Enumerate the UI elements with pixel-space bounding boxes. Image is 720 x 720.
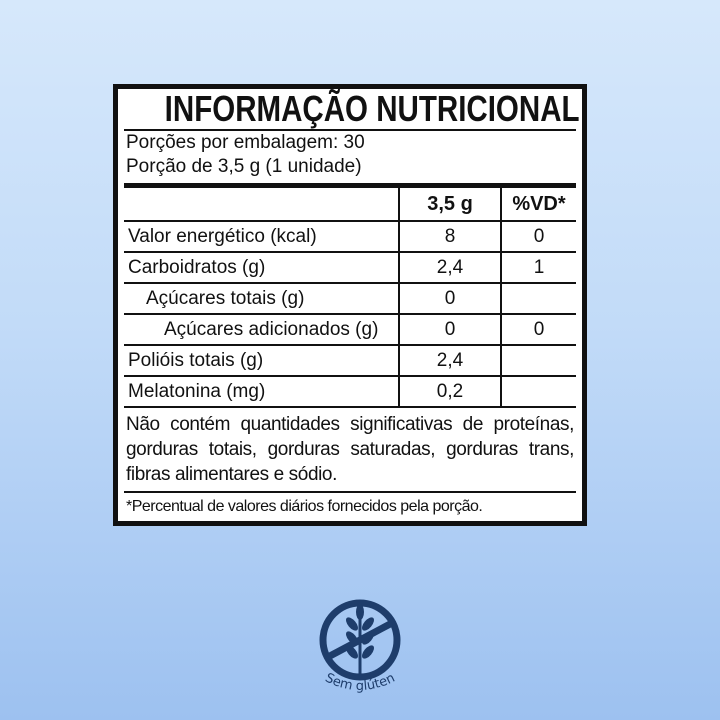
table-row: Polióis totais (g) 2,4 (124, 345, 576, 377)
nutrient-name: Açúcares adicionados (g) (124, 314, 399, 346)
nutrient-dv: 1 (500, 252, 576, 284)
nutrient-amount: 0 (398, 314, 501, 346)
nutrient-name: Valor energético (kcal) (124, 221, 399, 253)
nutrient-dv: 0 (500, 221, 576, 253)
nutrition-facts-panel: INFORMAÇÃO NUTRICIONAL Porções por embal… (113, 84, 587, 526)
nutrient-name: Carboidratos (g) (124, 252, 399, 284)
column-header-name (124, 188, 399, 222)
gluten-free-wheat-icon: Sem glúten (319, 599, 401, 694)
label-title: INFORMAÇÃO NUTRICIONAL (164, 88, 580, 129)
nutrient-amount: 2,4 (398, 252, 501, 284)
nutrient-dv (500, 376, 576, 408)
not-significant-note: Não contém quantidades significativas de… (126, 414, 574, 485)
nutrient-amount: 8 (398, 221, 501, 253)
nutrient-dv: 0 (500, 314, 576, 346)
svg-text:Sem glúten: Sem glúten (323, 671, 398, 694)
table-row: Melatonina (mg) 0,2 (124, 376, 576, 408)
table-row: Açúcares adicionados (g) 0 0 (124, 314, 576, 346)
nutrient-amount: 2,4 (398, 345, 501, 377)
serving-size: Porção de 3,5 g (1 unidade) (126, 156, 362, 177)
nutrient-name: Melatonina (mg) (124, 376, 399, 408)
column-header-amount: 3,5 g (398, 188, 501, 222)
table-row: Açúcares totais (g) 0 (124, 283, 576, 315)
nutrient-dv (500, 345, 576, 377)
badge-text: Sem glúten (323, 671, 398, 694)
nutrient-name: Polióis totais (g) (124, 345, 399, 377)
footnote: *Percentual de valores diários fornecido… (126, 498, 483, 515)
nutrient-dv (500, 283, 576, 315)
nutrient-amount: 0 (398, 283, 501, 315)
column-header-dv: %VD* (500, 188, 576, 222)
gluten-free-badge: Sem glúten (300, 590, 420, 710)
servings-per-package: Porções por embalagem: 30 (126, 132, 365, 153)
table-row: Valor energético (kcal) 8 0 (124, 221, 576, 253)
thick-divider (124, 183, 576, 188)
divider (124, 129, 576, 131)
nutrient-amount: 0,2 (398, 376, 501, 408)
table-row: Carboidratos (g) 2,4 1 (124, 252, 576, 284)
nutrition-table: 3,5 g %VD* Valor energético (kcal) 8 0 Carb… (124, 188, 576, 408)
divider (124, 491, 576, 493)
nutrient-name: Açúcares totais (g) (124, 283, 399, 315)
